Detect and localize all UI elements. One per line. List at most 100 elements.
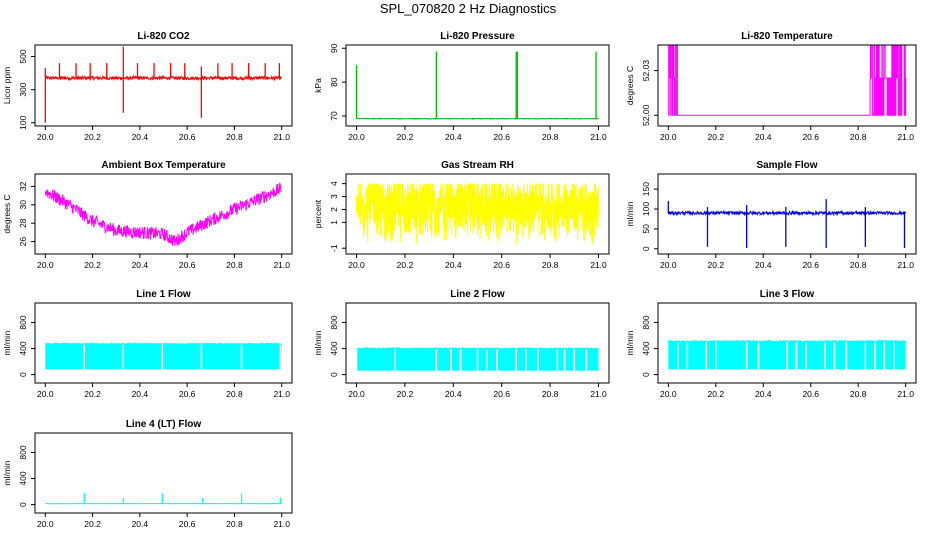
y-tick-label: 80 <box>329 77 339 87</box>
plot-frame <box>34 302 293 384</box>
flow-gap <box>705 340 708 371</box>
flow-edge <box>667 339 907 344</box>
y-tick-label: 0 <box>18 502 28 507</box>
x-tick-label: 20.0 <box>37 389 54 399</box>
chart-line3: Line 3 Flow ml/min 20.0 20.2 20.4 20.6 20.8 21.… <box>625 289 917 399</box>
y-tick-label: 0 <box>641 372 651 377</box>
x-tick-label: 20.6 <box>179 519 196 529</box>
chart-title: Gas Stream RH <box>441 160 514 171</box>
flow-gap <box>893 340 895 371</box>
x-tick-label: 20.0 <box>660 260 677 270</box>
flow-gap <box>525 347 527 372</box>
y-axis-label: ml/min <box>625 330 635 355</box>
series-group <box>667 199 907 249</box>
series-line <box>356 117 599 120</box>
plot-frame <box>657 44 917 127</box>
y-tick-label: 800 <box>329 315 339 329</box>
page-title: SPL_070820 2 Hz Diagnostics <box>379 1 557 16</box>
x-tick-label: 21.0 <box>273 389 290 399</box>
flow-gap <box>200 342 203 371</box>
series-group <box>668 45 907 116</box>
y-tick-label: 400 <box>329 341 339 355</box>
series-group <box>44 182 283 247</box>
x-tick-label: 20.0 <box>660 389 677 399</box>
plot-frame <box>34 44 293 127</box>
x-tick-label: 21.0 <box>273 519 290 529</box>
x-tick-label: 20.4 <box>755 260 772 270</box>
flow-gap <box>864 340 867 371</box>
plot-frame <box>345 173 610 255</box>
flow-gap <box>874 340 876 371</box>
y-tick-label: -1 <box>329 244 339 252</box>
flow-gap <box>757 340 760 371</box>
y-tick-label: 100 <box>641 202 651 216</box>
x-tick-label: 20.8 <box>226 132 243 142</box>
chart-pressure: Li-820 Pressure kPa 20.0 20.2 20.4 20.6 20.8 21… <box>313 31 610 142</box>
series-line <box>667 209 907 217</box>
x-tick-label: 20.2 <box>397 389 414 399</box>
x-tick-label: 20.2 <box>84 389 101 399</box>
y-tick-label: 52.00 <box>641 104 651 126</box>
x-tick-label: 20.4 <box>132 389 149 399</box>
y-axis-label: degrees C <box>2 194 12 233</box>
flow-band <box>45 343 282 370</box>
x-tick-label: 20.8 <box>850 389 867 399</box>
flow-gap <box>279 342 282 371</box>
x-tick-label: 20.6 <box>802 260 819 270</box>
series-line <box>44 182 283 247</box>
x-tick-label: 20.0 <box>37 132 54 142</box>
x-tick-label: 20.2 <box>397 260 414 270</box>
flow-gap <box>161 342 164 371</box>
flow-gap <box>845 340 848 371</box>
x-tick-label: 20.8 <box>542 389 559 399</box>
series-group <box>44 46 282 123</box>
flow-gap <box>486 347 488 372</box>
flow-gap <box>805 340 807 371</box>
x-tick-label: 20.6 <box>493 389 510 399</box>
flow-gap <box>745 340 748 371</box>
x-tick-label: 20.4 <box>445 260 462 270</box>
series-group <box>667 339 907 371</box>
y-tick-label: 26 <box>18 237 28 247</box>
x-tick-label: 20.8 <box>542 132 559 142</box>
y-tick-label: 800 <box>641 315 651 329</box>
x-tick-label: 20.4 <box>132 519 149 529</box>
y-tick-label: 1 <box>329 220 339 225</box>
x-tick-label: 20.2 <box>708 132 725 142</box>
x-tick-label: 20.4 <box>132 260 149 270</box>
x-tick-label: 20.0 <box>37 260 54 270</box>
series-line <box>44 74 282 82</box>
y-tick-label: 28 <box>18 218 28 228</box>
series-group <box>44 341 282 371</box>
y-tick-label: 800 <box>18 315 28 329</box>
flow-gap <box>795 340 798 371</box>
x-tick-label: 20.2 <box>84 519 101 529</box>
x-tick-label: 21.0 <box>897 132 914 142</box>
chart-title: Line 4 (LT) Flow <box>126 419 202 430</box>
flow-gap <box>786 340 788 371</box>
x-tick-label: 20.8 <box>226 519 243 529</box>
chart-rh: Gas Stream RH percent 20.0 20.2 20.4 20.6 20.8… <box>313 160 610 270</box>
x-tick-label: 20.6 <box>179 389 196 399</box>
plot-frame <box>34 432 293 514</box>
y-tick-label: 3 <box>329 194 339 199</box>
y-axis-label: percent <box>313 199 323 228</box>
flow-gap <box>240 342 243 371</box>
y-tick-label: 0 <box>18 372 28 377</box>
y-tick-label: 52.03 <box>641 60 651 82</box>
flow-gap <box>686 340 689 371</box>
x-tick-label: 20.4 <box>755 132 772 142</box>
x-tick-label: 20.8 <box>542 260 559 270</box>
x-tick-label: 21.0 <box>590 389 607 399</box>
flow-gap <box>476 347 479 372</box>
x-tick-label: 20.6 <box>802 132 819 142</box>
chart-line1: Line 1 Flow ml/min 20.0 20.2 20.4 20.6 20.8 21.… <box>2 289 293 399</box>
x-tick-label: 20.2 <box>84 132 101 142</box>
y-tick-label: 32 <box>18 181 28 191</box>
x-tick-label: 21.0 <box>897 260 914 270</box>
y-tick-label: 0 <box>329 372 339 377</box>
chart-title: Line 3 Flow <box>760 289 815 300</box>
flow-gap <box>677 340 679 371</box>
flow-gap <box>496 347 498 372</box>
y-tick-label: 150 <box>641 182 651 196</box>
